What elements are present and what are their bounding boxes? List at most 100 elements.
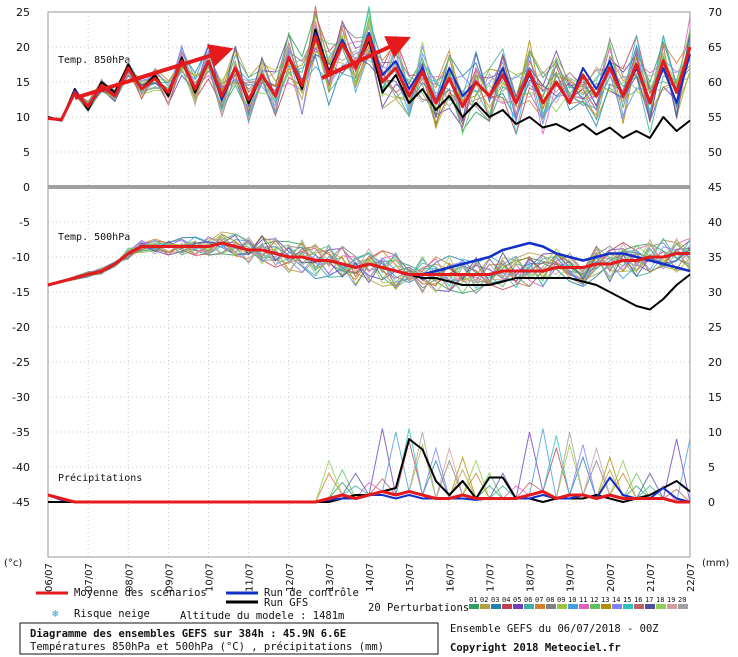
member-line-850 — [47, 20, 691, 121]
right-tick-label: 55 — [708, 111, 722, 124]
right-tick-label: 45 — [708, 181, 722, 194]
date-tick-label: 07/07 — [84, 563, 95, 592]
panel-label-precip: Précipitations — [58, 472, 142, 484]
member-number: 11 — [579, 596, 587, 604]
altitude-label: Altitude du modele : 1481m — [180, 610, 344, 622]
member-line-850 — [47, 6, 691, 134]
right-tick-label: 0 — [708, 496, 715, 509]
date-tick-label: 15/07 — [405, 563, 416, 592]
member-number: 14 — [612, 596, 620, 604]
date-tick-label: 21/07 — [646, 563, 657, 592]
member-swatch — [535, 604, 545, 609]
right-tick-label: 50 — [708, 146, 722, 159]
date-tick-label: 19/07 — [566, 563, 577, 592]
snowflake-icon: ❄ — [52, 608, 59, 620]
date-tick-label: 16/07 — [445, 563, 456, 592]
date-tick-label: 13/07 — [325, 563, 336, 592]
left-unit-label: (°c) — [4, 558, 22, 569]
date-tick-label: 14/07 — [365, 563, 376, 592]
date-tick-label: 12/07 — [285, 563, 296, 592]
ensemble-info: Ensemble GEFS du 06/07/2018 - 00Z — [450, 623, 659, 635]
right-tick-label: 40 — [708, 216, 722, 229]
member-swatch — [491, 604, 501, 609]
member-swatch — [590, 604, 600, 609]
member-swatch — [557, 604, 567, 609]
member-line-850 — [47, 14, 691, 129]
member-swatch — [502, 604, 512, 609]
right-tick-label: 20 — [708, 356, 722, 369]
member-number: 01 — [469, 596, 477, 604]
member-swatch — [667, 604, 677, 609]
member-swatch — [568, 604, 578, 609]
member-number: 04 — [502, 596, 510, 604]
panel-label-500: Temp. 500hPa — [58, 232, 130, 243]
date-tick-label: 06/07 — [44, 563, 55, 592]
right-tick-label: 10 — [708, 426, 722, 439]
chart-title: Diagramme des ensembles GEFS sur 384h : … — [30, 628, 346, 640]
left-tick-label: -20 — [12, 321, 30, 334]
date-tick-label: 10/07 — [205, 563, 216, 592]
member-line-500 — [47, 233, 691, 294]
legend-snow-label: Risque neige — [74, 608, 150, 620]
member-number: 07 — [535, 596, 543, 604]
right-tick-label: 30 — [708, 286, 722, 299]
right-tick-label: 60 — [708, 76, 722, 89]
trend-arrow — [74, 44, 234, 100]
legend-mean-label: Moyenne des scénarios — [74, 587, 207, 599]
mean-line-precip — [47, 490, 690, 504]
left-tick-label: -30 — [12, 391, 30, 404]
date-tick-label: 22/07 — [686, 563, 697, 592]
member-number: 18 — [656, 596, 664, 604]
left-tick-label: 20 — [16, 41, 30, 54]
mean-line-500 — [47, 241, 690, 287]
member-swatch — [634, 604, 644, 609]
member-swatch — [524, 604, 534, 609]
member-swatch — [645, 604, 655, 609]
member-swatch — [513, 604, 523, 609]
left-tick-label: -5 — [19, 216, 30, 229]
member-number: 13 — [601, 596, 609, 604]
left-tick-label: 15 — [16, 76, 30, 89]
member-line-850 — [47, 34, 691, 122]
date-tick-label: 08/07 — [124, 563, 135, 592]
left-tick-label: -40 — [12, 461, 30, 474]
member-number: 08 — [546, 596, 554, 604]
chart-subtitle: Températures 850hPa et 500hPa (°C) , pré… — [30, 641, 384, 653]
member-number: 03 — [491, 596, 499, 604]
right-tick-label: 65 — [708, 41, 722, 54]
right-unit-label: (mm) — [702, 558, 729, 569]
member-number: 06 — [524, 596, 532, 604]
member-number: 09 — [557, 596, 565, 604]
member-number: 20 — [678, 596, 686, 604]
left-tick-label: 10 — [16, 111, 30, 124]
trend-arrow — [321, 36, 411, 80]
member-line-850 — [47, 29, 691, 121]
member-swatch — [623, 604, 633, 609]
member-number: 19 — [667, 596, 675, 604]
right-tick-label: 5 — [708, 461, 715, 474]
member-swatch — [469, 604, 479, 609]
member-swatch — [546, 604, 556, 609]
left-tick-label: -45 — [12, 496, 30, 509]
member-number: 10 — [568, 596, 576, 604]
left-tick-label: 5 — [23, 146, 30, 159]
panel-label-850: Temp. 850hPa — [58, 55, 130, 66]
copyright: Copyright 2018 Meteociel.fr — [450, 642, 621, 654]
legend-gfs-label: Run GFS — [264, 597, 308, 609]
panel-separator — [48, 185, 690, 189]
legend-control-label: Run de contrôle — [264, 587, 359, 599]
left-tick-label: -10 — [12, 251, 30, 264]
left-tick-label: -15 — [12, 286, 30, 299]
member-swatch — [678, 604, 688, 609]
member-line-500 — [47, 233, 691, 293]
mean-line-850 — [47, 35, 692, 122]
perturbations-label: 20 Perturbations — [368, 602, 469, 614]
date-tick-label: 09/07 — [164, 563, 175, 592]
member-swatch — [656, 604, 666, 609]
left-tick-label: 25 — [16, 6, 30, 19]
right-tick-label: 70 — [708, 6, 722, 19]
right-tick-label: 15 — [708, 391, 722, 404]
member-swatch — [612, 604, 622, 609]
right-tick-label: 35 — [708, 251, 722, 264]
member-number: 16 — [634, 596, 642, 604]
